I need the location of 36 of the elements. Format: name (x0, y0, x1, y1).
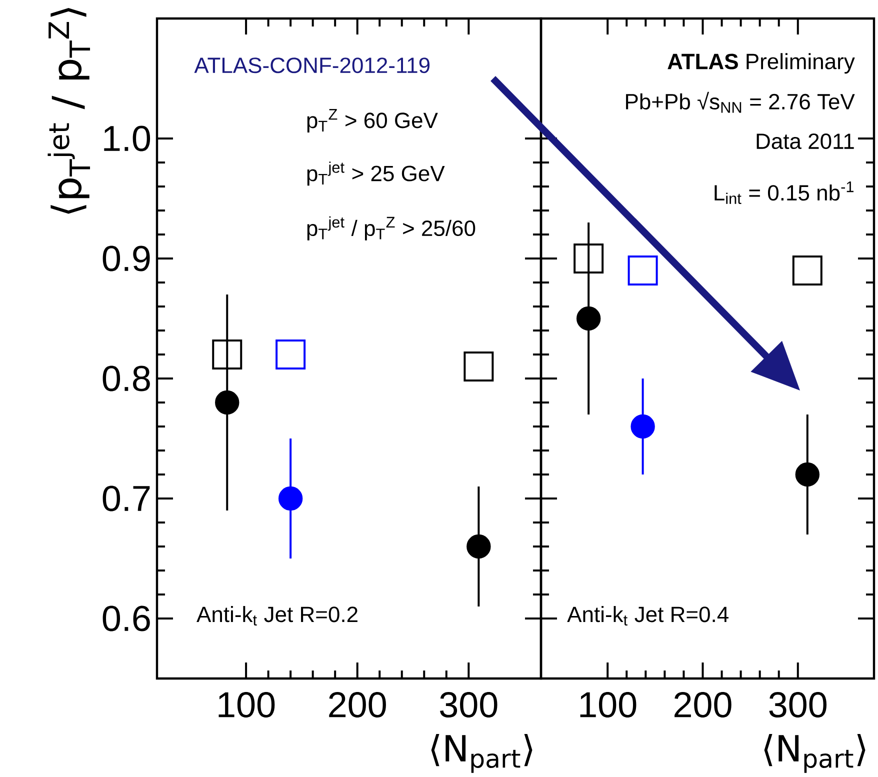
x-axis-title: ⟨N$_{part}$⟩ (431, 734, 532, 773)
x-tick-label: 100 (218, 692, 275, 718)
annotation: p$_{T}$$^{Z}$ > 60 GeV (307, 108, 438, 132)
annotation: Data 2011 (756, 133, 854, 149)
y-tick-label: 1.0 (104, 126, 150, 152)
point (792, 255, 822, 286)
y-axis-title: ⟨p$_{T}$$^{jet}$ / p$_{T}$$^{Z}$⟩ (48, 8, 90, 214)
point (630, 414, 655, 438)
annotation: ATLAS Preliminary (668, 52, 855, 74)
point (278, 486, 303, 510)
point (576, 306, 601, 330)
annotation: Anti-k$_{t}$ Jet R=0.4 (567, 606, 728, 626)
point (574, 243, 604, 274)
y-tick-label: 0.8 (102, 366, 150, 392)
annotation: p$_{T}$$^{jet}$ / p$_{T}$$^{Z}$ > 25/60 (307, 216, 476, 240)
annotation: ATLAS-CONF-2012-119 (194, 57, 430, 73)
y-tick-label: 0.6 (102, 606, 150, 632)
y-tick-label: 0.9 (102, 246, 150, 272)
point (215, 390, 240, 414)
annotation: L$_{int}$ = 0.15 nb$^{-1}$ (714, 181, 854, 204)
x-axis-title: ⟨N$_{part}$⟩ (764, 734, 866, 773)
x-tick-label: 100 (580, 692, 636, 718)
x-tick-label: 200 (674, 692, 732, 718)
x-tick-label: 300 (440, 692, 498, 718)
point (276, 339, 306, 370)
point (628, 255, 658, 286)
annotation: Pb+Pb √s$_{NN}$ = 2.76 TeV (626, 92, 855, 113)
x-tick-label: 300 (769, 692, 826, 718)
point (464, 351, 494, 382)
point (212, 339, 242, 370)
y-tick-label: 0.7 (102, 486, 150, 512)
annotation: p$_{T}$$^{jet}$ > 25 GeV (307, 161, 445, 186)
point (466, 534, 491, 558)
annotation: Anti-k$_{t}$ Jet R=0.2 (196, 606, 358, 626)
point (795, 462, 820, 486)
x-tick-label: 200 (329, 692, 386, 718)
